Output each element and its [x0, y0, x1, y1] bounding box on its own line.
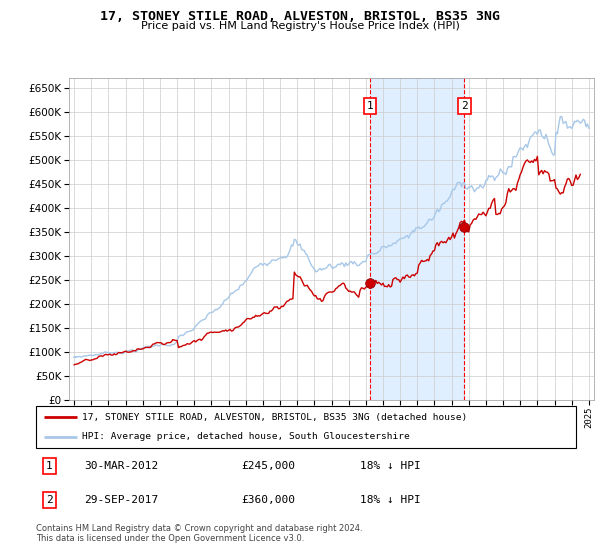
- Text: Contains HM Land Registry data © Crown copyright and database right 2024.
This d: Contains HM Land Registry data © Crown c…: [36, 524, 362, 543]
- Text: £245,000: £245,000: [241, 461, 295, 471]
- Text: 17, STONEY STILE ROAD, ALVESTON, BRISTOL, BS35 3NG (detached house): 17, STONEY STILE ROAD, ALVESTON, BRISTOL…: [82, 413, 467, 422]
- Text: 1: 1: [46, 461, 53, 471]
- Bar: [370, 78, 464, 400]
- Text: 18% ↓ HPI: 18% ↓ HPI: [360, 495, 421, 505]
- Text: 2: 2: [461, 101, 468, 111]
- Text: 18% ↓ HPI: 18% ↓ HPI: [360, 461, 421, 471]
- Text: 30-MAR-2012: 30-MAR-2012: [85, 461, 159, 471]
- Text: 1: 1: [367, 101, 373, 111]
- Text: 2: 2: [46, 495, 53, 505]
- Text: HPI: Average price, detached house, South Gloucestershire: HPI: Average price, detached house, Sout…: [82, 432, 410, 441]
- Text: £360,000: £360,000: [241, 495, 295, 505]
- Text: 17, STONEY STILE ROAD, ALVESTON, BRISTOL, BS35 3NG: 17, STONEY STILE ROAD, ALVESTON, BRISTOL…: [100, 10, 500, 23]
- Text: Price paid vs. HM Land Registry's House Price Index (HPI): Price paid vs. HM Land Registry's House …: [140, 21, 460, 31]
- Text: 29-SEP-2017: 29-SEP-2017: [85, 495, 159, 505]
